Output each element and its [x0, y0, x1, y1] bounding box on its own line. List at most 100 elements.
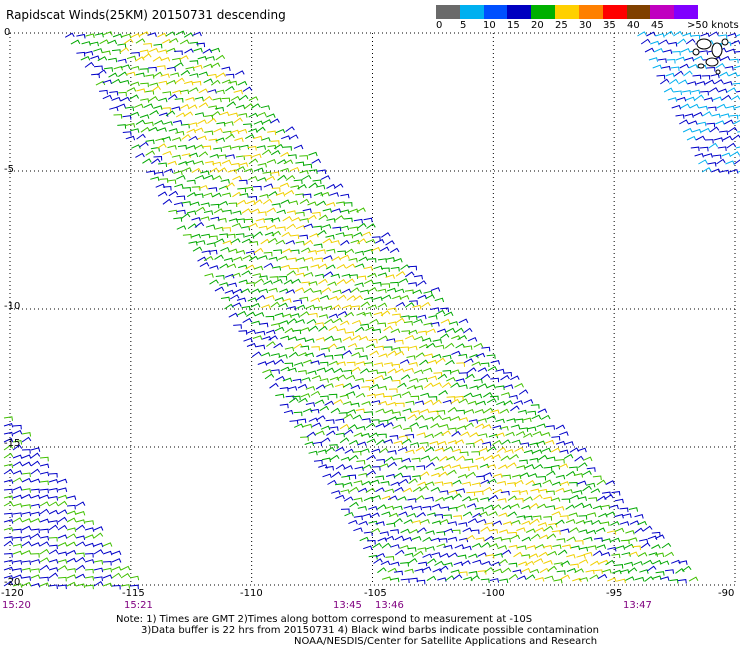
wind-barb — [525, 528, 536, 533]
wind-barb — [319, 405, 330, 412]
wind-barb — [279, 387, 289, 392]
wind-barb — [610, 521, 620, 526]
wind-barb — [39, 488, 49, 494]
wind-barb — [268, 287, 278, 293]
wind-barb — [383, 325, 393, 332]
wind-barb — [542, 544, 553, 550]
wind-barb — [30, 553, 40, 558]
wind-barb — [726, 87, 737, 93]
wind-barb — [424, 481, 435, 486]
wind-barb — [48, 520, 59, 525]
wind-barb — [168, 37, 179, 43]
wind-barb — [601, 491, 611, 497]
wind-barb — [154, 171, 164, 177]
wind-barb — [340, 239, 350, 246]
wind-barb — [370, 246, 381, 252]
wind-barb — [279, 320, 289, 325]
wind-barb — [394, 288, 405, 294]
wind-barb — [422, 553, 433, 559]
wind-barb — [234, 137, 244, 142]
wind-barb — [387, 368, 398, 374]
wind-barb — [351, 334, 362, 341]
wind-barb — [432, 382, 442, 388]
wind-barb — [555, 474, 566, 480]
wind-barb — [696, 80, 706, 86]
wind-barb — [357, 487, 368, 493]
wind-barb — [390, 481, 400, 487]
wind-barb — [295, 240, 305, 246]
wind-barb — [518, 459, 528, 465]
wind-barb — [120, 573, 131, 579]
wind-barb — [262, 368, 272, 374]
wind-barb — [736, 90, 740, 93]
wind-barb — [469, 385, 479, 391]
wind-barb — [535, 440, 546, 445]
wind-barb — [463, 576, 473, 582]
wind-barb — [462, 527, 473, 533]
wind-barb — [256, 344, 266, 350]
wind-barb — [452, 493, 462, 500]
wind-barb — [596, 479, 607, 486]
wind-barb — [457, 335, 468, 341]
wind-barb — [300, 327, 310, 332]
wind-barb — [408, 329, 418, 335]
wind-barb — [721, 152, 731, 157]
wind-barb — [226, 263, 237, 269]
wind-barb — [377, 272, 388, 277]
wind-barb — [235, 70, 245, 76]
wind-barb — [441, 430, 451, 436]
wind-barb — [491, 561, 501, 567]
wind-barb — [93, 581, 104, 587]
wind-barb — [3, 452, 14, 459]
wind-barb — [285, 126, 295, 133]
wind-barb — [111, 550, 122, 555]
wind-barb — [320, 425, 331, 431]
wind-barb — [273, 278, 283, 284]
wind-barb — [160, 73, 170, 78]
wind-barb — [341, 475, 351, 480]
wind-barb — [358, 520, 369, 526]
wind-barb — [314, 257, 324, 262]
wind-barb — [335, 232, 345, 237]
wind-barb — [383, 375, 393, 381]
wind-barb — [379, 246, 390, 252]
wind-barb — [235, 233, 245, 238]
wind-barb — [177, 144, 187, 150]
wind-barb — [208, 249, 218, 255]
wind-barb — [690, 146, 700, 152]
wind-barb — [219, 282, 229, 287]
wind-barb — [396, 416, 406, 422]
scale-label: 10 — [483, 20, 496, 31]
wind-barb — [149, 82, 159, 88]
wind-barb — [474, 408, 485, 414]
wind-barb — [559, 481, 570, 486]
wind-barb — [595, 527, 606, 532]
wind-barb — [483, 392, 493, 398]
wind-barb — [366, 223, 376, 229]
wind-barb — [211, 192, 222, 198]
wind-barb — [336, 201, 346, 206]
wind-barb — [397, 465, 408, 470]
wind-barb — [459, 372, 468, 377]
wind-barb — [736, 34, 740, 37]
wind-barb — [21, 432, 32, 437]
wind-barb — [66, 517, 77, 523]
wind-barb — [214, 238, 225, 244]
wind-barb — [366, 454, 376, 461]
wind-barb — [480, 373, 491, 380]
island-outline — [715, 69, 721, 75]
wind-barb — [440, 318, 451, 324]
wind-barb — [339, 394, 349, 400]
wind-barb — [233, 324, 242, 329]
wind-barb — [257, 162, 267, 168]
wind-barb — [377, 400, 388, 406]
wind-barb — [524, 464, 535, 469]
wind-barb — [12, 528, 22, 534]
wind-barb — [663, 87, 674, 93]
wind-barb — [194, 144, 204, 150]
wind-barb — [368, 554, 378, 560]
wind-barb — [332, 226, 342, 232]
wind-barb — [502, 521, 513, 526]
wind-barb — [345, 374, 356, 380]
wind-barb — [447, 427, 457, 433]
